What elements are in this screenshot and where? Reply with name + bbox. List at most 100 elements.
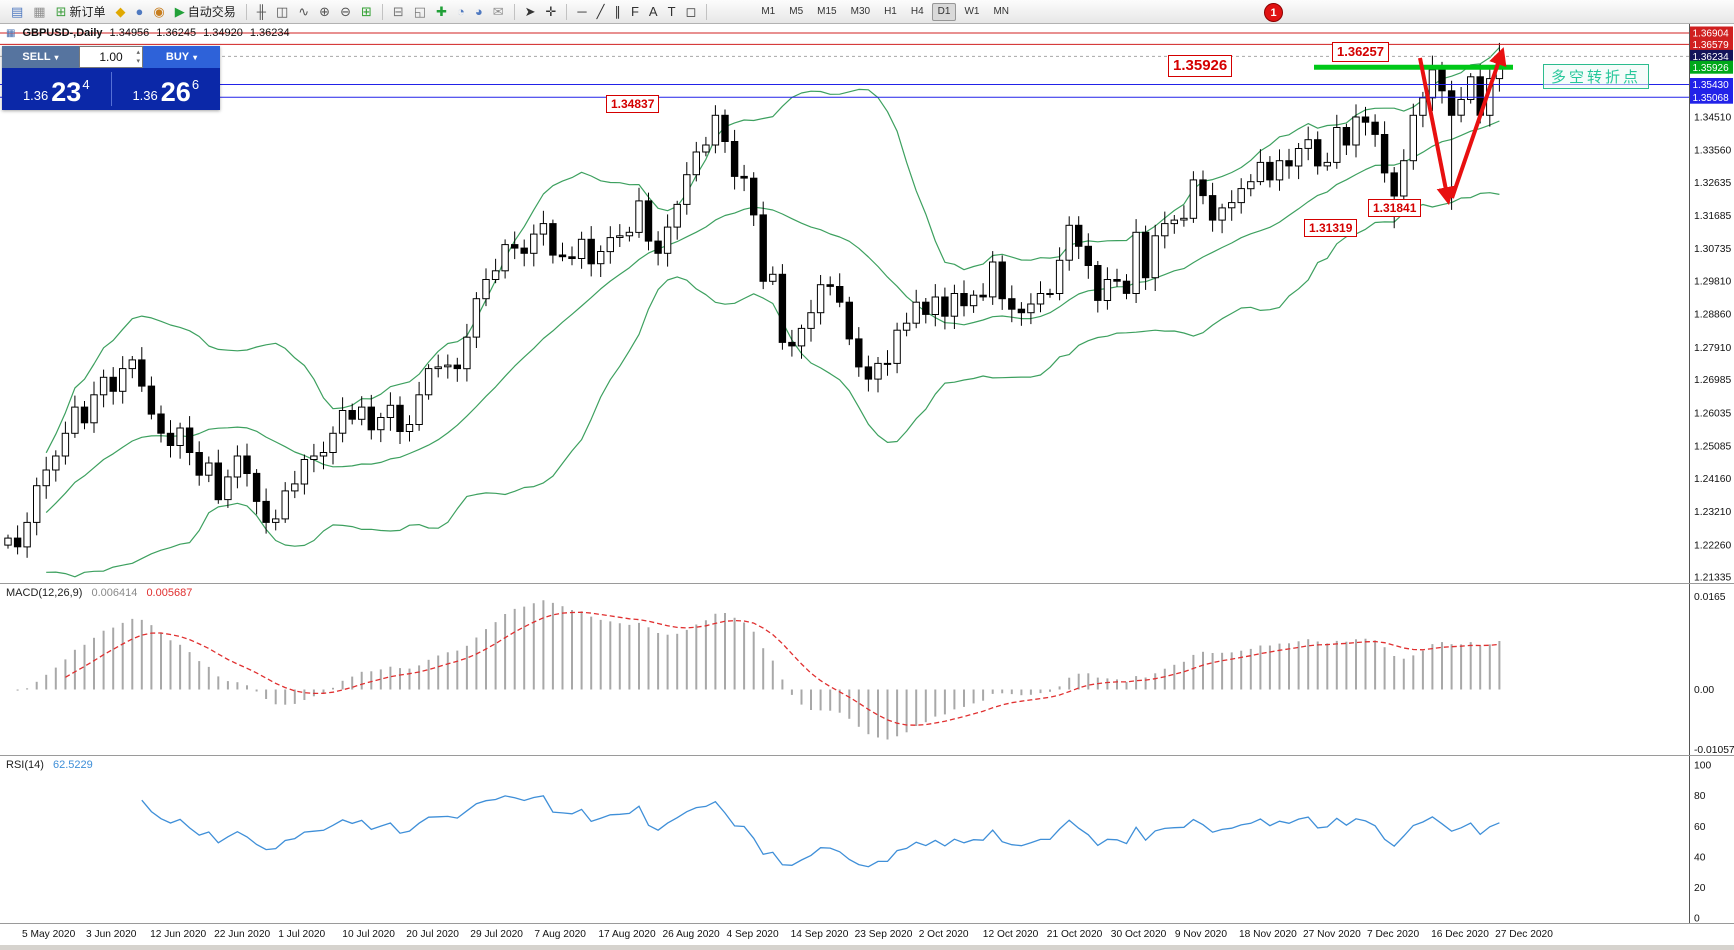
- timeframe-button-m30[interactable]: M30: [850, 5, 871, 17]
- toolbar-separator: [706, 3, 708, 20]
- autotrading-button[interactable]: ▶ 自动交易: [171, 2, 240, 22]
- trend-arrow: [1450, 47, 1507, 199]
- cursor-icon: ➤: [524, 3, 536, 19]
- timeframe-button-h1[interactable]: H1: [884, 5, 897, 17]
- price-axis-labels: 1.34510 1.33560 1.32635 1.31685 1.30735 1.298…: [1694, 112, 1731, 583]
- periods-clock-button[interactable]: ◔: [453, 2, 469, 22]
- notifications-badge[interactable]: 1: [1264, 3, 1283, 22]
- sell-button[interactable]: SELL ▾: [2, 46, 79, 68]
- rsi-line: [141, 795, 1500, 868]
- horizontal-line-button[interactable]: ─: [573, 2, 590, 22]
- annotation-note: 多空转折点: [1543, 64, 1650, 89]
- arrows-tool-button[interactable]: ◻: [682, 2, 701, 22]
- profiles-button[interactable]: ▦: [29, 2, 49, 22]
- text-button[interactable]: A: [645, 2, 662, 22]
- volume-up-icon[interactable]: ▴: [136, 49, 140, 56]
- svg-text:30 Oct 2020: 30 Oct 2020: [1111, 929, 1167, 940]
- svg-text:10 Jul 2020: 10 Jul 2020: [342, 929, 395, 940]
- trendline-button[interactable]: ╱: [593, 2, 609, 22]
- price-axis-badge: 1.36579: [1690, 37, 1733, 51]
- timeframe-group: M1 M5 M15 M30 H1 H4 D1 W1 MN: [754, 2, 1016, 21]
- price-callout: 1.31841: [1368, 199, 1422, 218]
- text-icon: A: [648, 3, 658, 19]
- line-chart-type-button[interactable]: ∿: [294, 2, 313, 22]
- svg-text:1.36904: 1.36904: [1693, 29, 1730, 40]
- crosshair-button[interactable]: ✛: [542, 2, 561, 22]
- text-label-button[interactable]: T: [664, 2, 680, 22]
- macd-signal-line: [65, 611, 1500, 726]
- templates-button[interactable]: ✉: [489, 2, 508, 22]
- sell-price-big: 23: [51, 77, 82, 107]
- rsi-axis-label: 60: [1694, 822, 1706, 833]
- svg-text:1.22260: 1.22260: [1694, 540, 1731, 551]
- macd-signal-value: 0.005687: [146, 587, 193, 599]
- timeframe-button-mn[interactable]: MN: [993, 5, 1010, 17]
- price-callout: 1.31319: [1304, 219, 1358, 238]
- profiles-icon: ▦: [33, 3, 46, 19]
- accounts-icon[interactable]: ●: [132, 2, 148, 22]
- bollinger-middle-band: [45, 120, 1500, 514]
- window-bottom-strip: [0, 945, 1734, 950]
- horizontal-line-icon: ─: [577, 3, 587, 19]
- svg-text:1.24160: 1.24160: [1694, 474, 1731, 485]
- new-order-button[interactable]: ⊞ 新订单: [52, 2, 110, 22]
- history-clock-button[interactable]: ◕: [471, 2, 487, 22]
- sell-price[interactable]: 1.36 23 4: [2, 68, 111, 110]
- sell-button-label: SELL: [22, 51, 51, 63]
- text-label-icon: T: [667, 3, 676, 19]
- buy-button[interactable]: BUY ▾: [143, 46, 220, 68]
- cascade-windows-button[interactable]: ⊟: [389, 2, 408, 22]
- macd-indicator-label: MACD(12,26,9) 0.006414 0.005687: [6, 587, 192, 599]
- svg-text:20 Jul 2020: 20 Jul 2020: [406, 929, 459, 940]
- community-icon[interactable]: ◉: [149, 2, 168, 22]
- macd-histogram: [16, 600, 1501, 740]
- svg-text:1 Jul 2020: 1 Jul 2020: [278, 929, 325, 940]
- candlestick-type-button[interactable]: ◫: [272, 2, 292, 22]
- templates-icon: ✉: [492, 3, 504, 19]
- price-axis-column: [1689, 24, 1734, 945]
- buy-caret-icon: ▾: [193, 52, 198, 62]
- timeframe-button-w1[interactable]: W1: [964, 5, 980, 17]
- timeframe-button-m5[interactable]: M5: [789, 5, 804, 17]
- zoom-out-button[interactable]: ⊖: [336, 2, 355, 22]
- buy-price-big: 26: [160, 77, 191, 107]
- zoom-in-button[interactable]: ⊕: [315, 2, 334, 22]
- symbol-quote-line: ▦ GBPUSD-,Daily 1.34956 1.36245 1.34920 …: [6, 27, 290, 39]
- rsi-axis-label: 20: [1694, 883, 1706, 894]
- svg-text:5 May 2020: 5 May 2020: [22, 929, 76, 940]
- timeframe-button-d1[interactable]: D1: [931, 2, 957, 21]
- new-chart-button[interactable]: ▤: [7, 2, 27, 22]
- macd-axis-label: 0.00: [1694, 685, 1714, 696]
- timeframe-button-m1[interactable]: M1: [761, 5, 776, 17]
- tile-windows-icon: ◱: [413, 3, 427, 19]
- svg-text:7 Dec 2020: 7 Dec 2020: [1367, 929, 1419, 940]
- svg-text:17 Aug 2020: 17 Aug 2020: [598, 929, 656, 940]
- price-callout: 1.35926: [1168, 55, 1233, 78]
- equidistant-channel-icon: ∥: [614, 3, 621, 19]
- one-click-trading-panel: SELL ▾ 1.00 ▴ ▾ BUY ▾ 1.36 23 4: [2, 46, 220, 110]
- new-order-button-label: 新订单: [69, 5, 106, 19]
- svg-text:1.21335: 1.21335: [1694, 573, 1731, 584]
- buy-price[interactable]: 1.36 26 6: [112, 68, 221, 110]
- cursor-button[interactable]: ➤: [521, 2, 540, 22]
- indicators-add-button[interactable]: ✚: [432, 2, 451, 22]
- svg-text:12 Jun 2020: 12 Jun 2020: [150, 929, 206, 940]
- svg-text:12 Oct 2020: 12 Oct 2020: [983, 929, 1039, 940]
- tile-windows-button[interactable]: ◱: [410, 2, 430, 22]
- bollinger-bands: [45, 47, 1500, 578]
- equidistant-channel-button[interactable]: ∥: [610, 2, 625, 22]
- timeframe-button-m15[interactable]: M15: [817, 5, 837, 17]
- deposit-icon[interactable]: ◆: [112, 2, 130, 22]
- bar-chart-type-icon: ╫: [256, 3, 266, 19]
- macd-name: MACD(12,26,9): [6, 587, 83, 599]
- volume-input[interactable]: 1.00 ▴ ▾: [79, 46, 143, 68]
- svg-text:1.28860: 1.28860: [1694, 310, 1731, 321]
- price-callout: 1.34837: [606, 95, 660, 114]
- rsi-axis-label: 100: [1694, 761, 1711, 772]
- fibonacci-button[interactable]: F: [627, 2, 643, 22]
- timeframe-button-h4[interactable]: H4: [910, 5, 924, 17]
- bar-chart-type-button[interactable]: ╫: [253, 2, 270, 22]
- svg-text:4 Sep 2020: 4 Sep 2020: [727, 929, 779, 940]
- volume-down-icon[interactable]: ▾: [136, 58, 140, 65]
- tile-grid-button[interactable]: ⊞: [357, 2, 376, 22]
